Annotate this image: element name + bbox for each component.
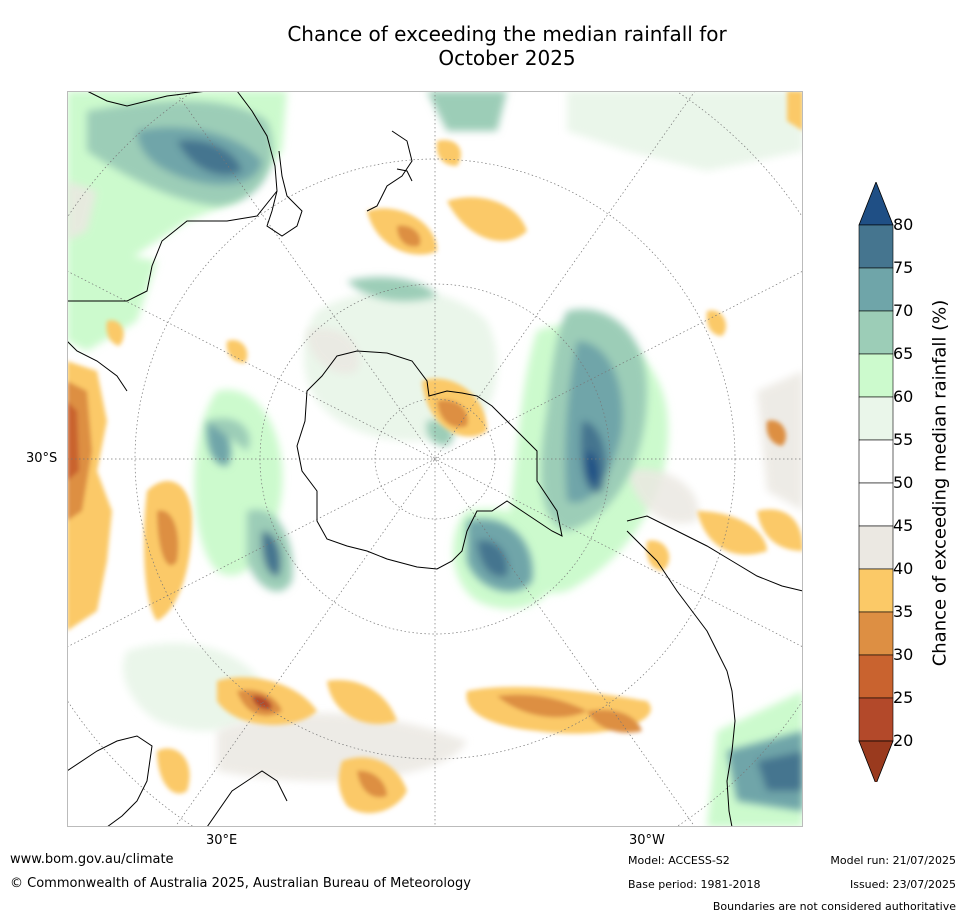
map-border [67, 91, 803, 827]
colorbar-band [858, 267, 894, 312]
rainfall-probability-map [67, 91, 803, 827]
colorbar-tick-label: 45 [893, 516, 914, 535]
base-period-text: Base period: 1981-2018 [628, 878, 761, 891]
colorbar-tick-label: 35 [893, 602, 914, 621]
africa-coast [67, 735, 153, 827]
copyright-text: © Commonwealth of Australia 2025, Austra… [10, 876, 471, 891]
map-svg [67, 91, 803, 827]
south-america-coast [626, 515, 803, 592]
colorbar-band [858, 310, 894, 355]
model-text: Model: ACCESS-S2 [628, 854, 730, 867]
title-line-2: October 2025 [438, 46, 576, 70]
colorbar-band [858, 568, 894, 613]
colorbar-label: Chance of exceeding median rainfall (%) [929, 299, 951, 667]
colorbar-band [858, 525, 894, 570]
lat-label-30s: 30°S [26, 451, 58, 466]
australia-coast [86, 91, 208, 107]
title-line-1: Chance of exceeding the median rainfall … [287, 22, 727, 46]
map-title: Chance of exceeding the median rainfall … [68, 22, 946, 70]
colorbar-tick-label: 40 [893, 559, 914, 578]
coastlines [67, 91, 803, 827]
colorbar-tick-label: 70 [893, 301, 914, 320]
colorbar-tick-label: 80 [893, 215, 914, 234]
new-zealand-coast [366, 130, 413, 212]
colorbar-band [858, 353, 894, 398]
colorbar-lower-extend [858, 740, 894, 782]
dry-areas [67, 91, 803, 814]
colorbar-tick-label: 30 [893, 645, 914, 664]
colorbar-tick-label: 65 [893, 344, 914, 363]
colorbar-tick-label: 50 [893, 473, 914, 492]
website-link[interactable]: www.bom.gov.au/climate [10, 852, 174, 867]
colorbar-band [858, 439, 894, 484]
colorbar-tick-label: 60 [893, 387, 914, 406]
lon-label-30w: 30°W [629, 833, 665, 848]
near-normal-areas [67, 181, 803, 781]
colorbar-band [858, 482, 894, 527]
colorbar-band [858, 396, 894, 441]
colorbar-band [858, 611, 894, 656]
colorbar-tick-label: 75 [893, 258, 914, 277]
antarctica-coast [296, 350, 563, 570]
issued-text: Issued: 23/07/2025 [849, 878, 956, 891]
graticule [67, 91, 803, 827]
colorbar-tick-label: 25 [893, 688, 914, 707]
wet-high-areas [87, 91, 803, 811]
colorbar-band [858, 654, 894, 699]
colorbar-tick-label: 55 [893, 430, 914, 449]
colorbar-tick-label: 20 [893, 731, 914, 750]
lon-label-30e: 30°E [206, 833, 238, 848]
model-run-text: Model run: 21/07/2025 [830, 854, 956, 867]
disclaimer-text: Boundaries are not considered authoritat… [712, 900, 956, 913]
colorbar-band [858, 697, 894, 742]
colorbar-band [858, 224, 894, 269]
colorbar [858, 182, 894, 782]
colorbar-upper-extend [858, 182, 894, 226]
